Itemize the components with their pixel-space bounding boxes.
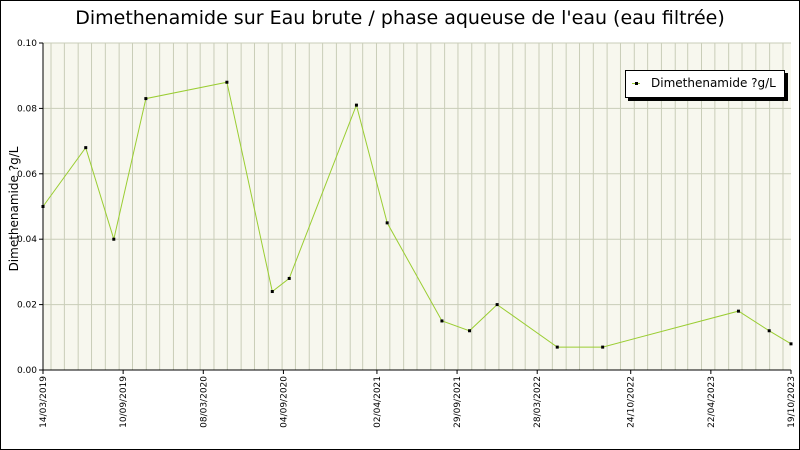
data-point	[440, 319, 444, 323]
legend: Dimethenamide ?g/L	[625, 70, 785, 98]
x-tick-label: 10/09/2019	[119, 376, 129, 428]
x-tick-label: 14/03/2019	[39, 376, 49, 428]
x-tick-label: 19/10/2023	[787, 376, 797, 428]
data-point	[270, 290, 274, 294]
y-tick-label: 0.04	[17, 235, 37, 245]
y-tick-label: 0.02	[17, 301, 37, 311]
legend-entry-label: Dimethenamide ?g/L	[651, 76, 776, 90]
data-point	[287, 276, 291, 280]
y-tick-label: 0.06	[17, 170, 37, 180]
y-tick-label: 0.08	[17, 104, 37, 114]
x-tick-label: 24/10/2022	[627, 376, 637, 428]
chart-title: Dimethenamide sur Eau brute / phase aque…	[75, 7, 725, 29]
data-point	[112, 237, 116, 241]
x-tick-label: 29/09/2021	[453, 376, 463, 428]
data-point	[41, 205, 45, 208]
data-point	[354, 103, 358, 107]
y-tick-label: 0.10	[17, 39, 37, 49]
data-point	[555, 345, 559, 349]
x-tick-label: 08/03/2020	[199, 376, 209, 428]
data-point	[495, 303, 499, 307]
x-tick-label: 04/09/2020	[279, 376, 289, 428]
legend-marker	[635, 82, 638, 85]
data-point	[225, 80, 229, 84]
data-point	[144, 97, 148, 101]
x-tick-label: 02/04/2021	[373, 376, 383, 428]
x-tick-label: 22/04/2023	[707, 376, 717, 428]
data-point	[84, 146, 88, 150]
data-point	[789, 342, 793, 346]
data-point	[736, 309, 740, 313]
data-point	[385, 221, 389, 225]
x-tick-label: 28/03/2022	[533, 376, 543, 428]
data-point	[767, 329, 771, 333]
y-tick-label: 0.00	[17, 366, 37, 376]
data-point	[601, 345, 605, 349]
data-point	[468, 329, 472, 333]
